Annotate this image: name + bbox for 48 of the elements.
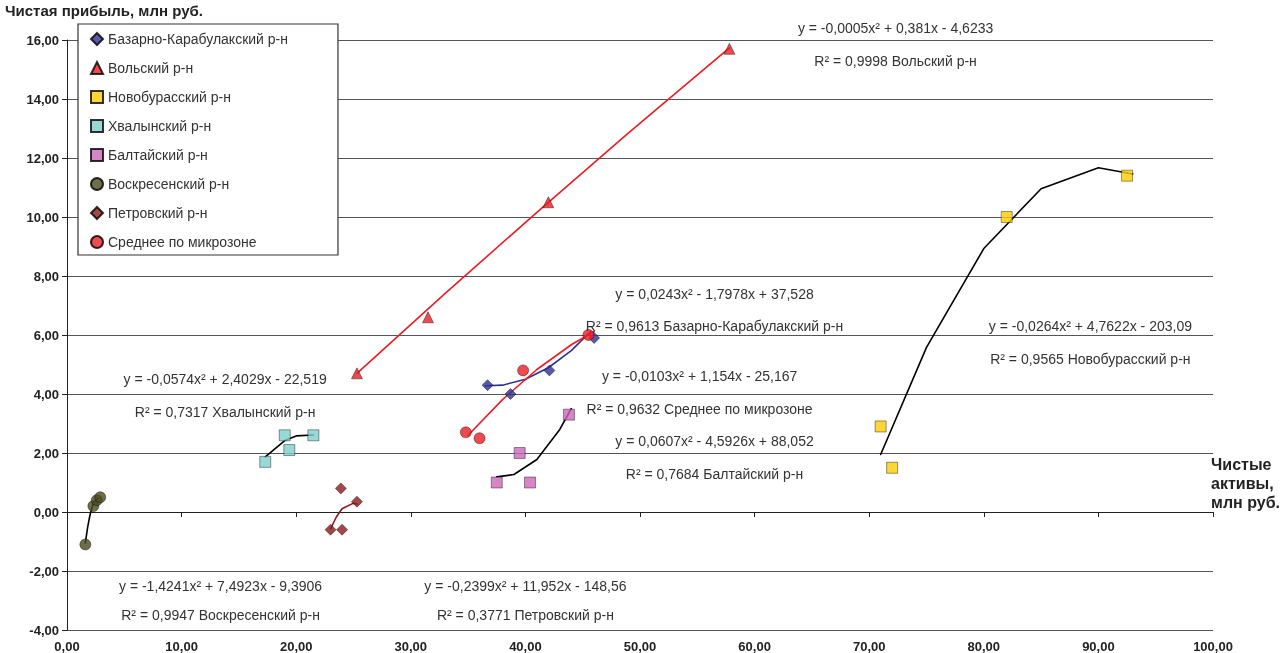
x-tick-label: 100,00 — [1193, 639, 1233, 653]
legend-label: Новобурасский р-н — [108, 89, 231, 105]
annotation: R² = 0,9947 Воскресенский р-н — [121, 607, 320, 624]
x-tick-label: 70,00 — [852, 639, 886, 653]
text: y = -0,0005x² + 0,381x - 4,6233 — [797, 20, 994, 37]
x-tick-label: 30,00 — [394, 639, 428, 653]
y-tick-label: -4,00 — [29, 622, 59, 638]
y-tick-label: 14,00 — [26, 91, 59, 107]
y-tick-label: 0,00 — [33, 504, 59, 520]
y-tick-label: 12,00 — [26, 150, 59, 166]
annotation: y = -0,2399x² + 11,952x - 148,56 — [424, 577, 627, 594]
y-tick-label: -2,00 — [29, 563, 59, 579]
annotation: R² = 0,7317 Хвалынский р-н — [134, 403, 316, 420]
annotation: R² = 0,9613 Базарно-Карабулакский р-н — [585, 318, 844, 335]
legend-label: Петровский р-н — [108, 205, 208, 221]
y-tick-label: 6,00 — [33, 327, 59, 343]
x-tick-label: 80,00 — [967, 639, 1001, 653]
y-tick-label: 4,00 — [33, 386, 59, 402]
legend-label: Хвалынский р-н — [108, 118, 212, 134]
annotation: y = 0,0243x² - 1,7978x + 37,528 — [615, 285, 814, 302]
annotation: R² = 0,7684 Балтайский р-н — [625, 465, 804, 482]
annotation: y = -1,4241x² + 7,4923x - 9,3906 — [118, 577, 323, 594]
legend-label: Воскресенский р-н — [108, 176, 230, 192]
x-axis-title: Чистые активы, млн руб. — [1211, 456, 1281, 511]
annotation: y = -0,0103x² + 1,154x - 25,167 — [601, 368, 798, 385]
legend-label: Балтайский р-н — [108, 147, 208, 163]
x-tick-label: 0,00 — [54, 639, 80, 653]
legend-label: Вольский р-н — [108, 60, 194, 76]
x-tick-label: 10,00 — [165, 639, 198, 653]
annotation: R² = 0,9632 Среднее по микрозоне — [586, 400, 813, 417]
x-tick-label: 40,00 — [509, 639, 542, 653]
y-tick-label: 16,00 — [26, 32, 59, 48]
y-tick-label: 10,00 — [26, 209, 59, 225]
annotation: R² = 0,9998 Вольский р-н — [814, 52, 977, 69]
x-tick-label: 60,00 — [738, 639, 771, 653]
annotation: y = -0,0264x² + 4,7622x - 203,09 — [988, 318, 1193, 335]
legend-label: Базарно-Карабулакский р-н — [108, 31, 288, 47]
annotation: y = -0,0574x² + 2,4029x - 22,519 — [123, 371, 327, 388]
y-tick-label: 8,00 — [33, 268, 59, 284]
x-tick-label: 20,00 — [279, 639, 313, 653]
annotation: R² = 0,3771 Петровский р-н — [436, 607, 614, 624]
x-tick-label: 90,00 — [1082, 639, 1115, 653]
annotation: y = 0,0607x² - 4,5926x + 88,052 — [615, 433, 814, 450]
x-tick-label: 50,00 — [623, 639, 657, 653]
y-tick-label: 2,00 — [33, 445, 59, 461]
y-axis-title: Чистая прибыль, млн руб. — [5, 2, 203, 19]
annotation: R² = 0,9565 Новобурасский р-н — [990, 350, 1191, 367]
legend-label: Среднее по микрозоне — [108, 234, 257, 250]
